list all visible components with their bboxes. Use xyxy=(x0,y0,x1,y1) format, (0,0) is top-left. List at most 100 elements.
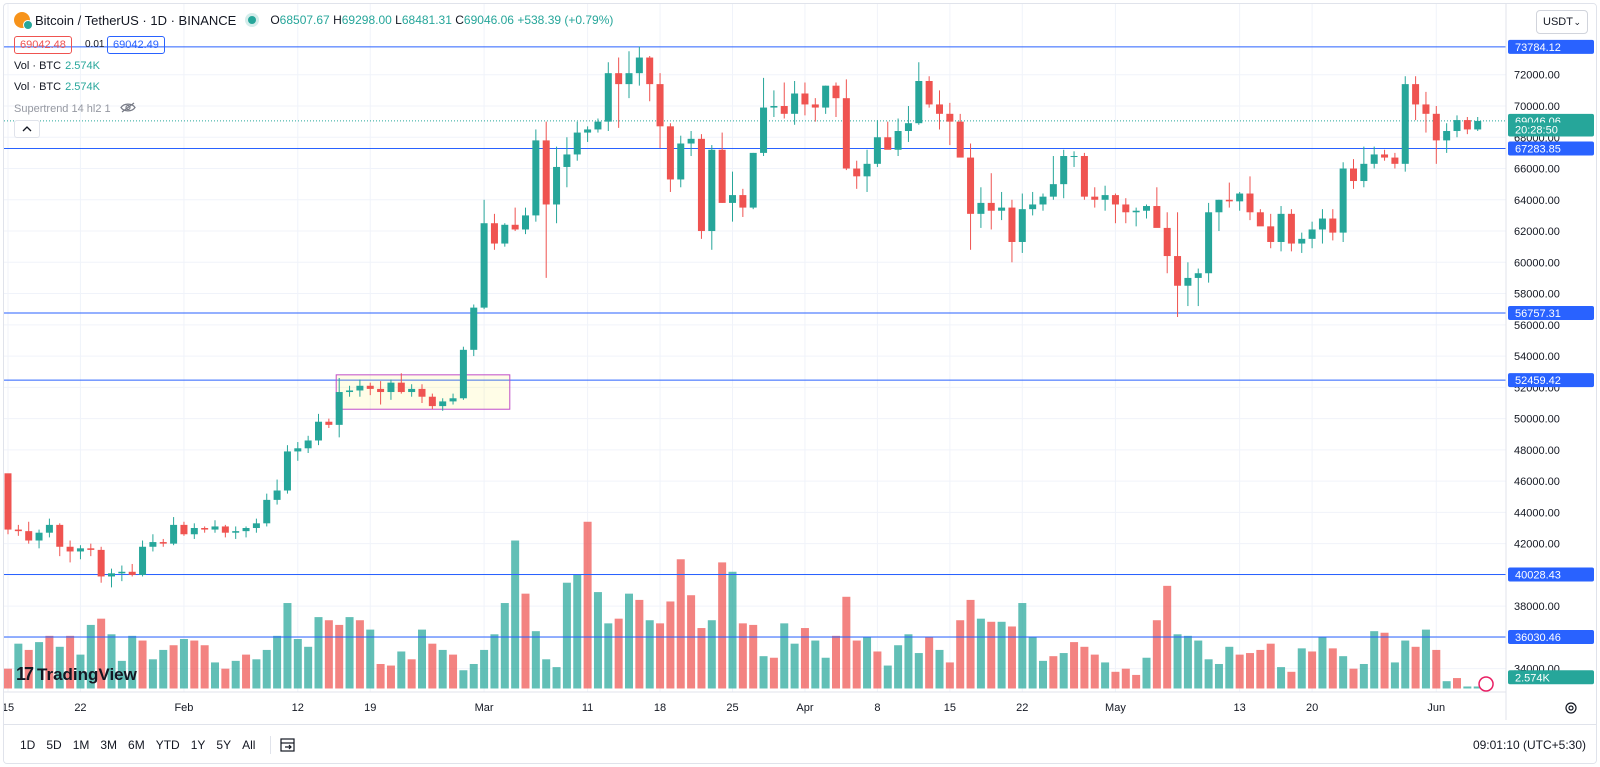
candle[interactable] xyxy=(1060,156,1068,185)
candle[interactable] xyxy=(739,195,747,208)
sell-button[interactable]: 69042.48 xyxy=(14,36,72,54)
candle[interactable] xyxy=(842,98,850,169)
timezone-clock[interactable]: 09:01:10 (UTC+5:30) xyxy=(1472,738,1586,752)
candle[interactable] xyxy=(56,524,64,547)
candle[interactable] xyxy=(1350,168,1357,182)
candle[interactable] xyxy=(1163,227,1171,257)
tradingview-logo[interactable]: 17 TradingView xyxy=(16,664,137,685)
candle[interactable] xyxy=(1391,157,1399,164)
candle[interactable] xyxy=(1039,196,1047,205)
candle[interactable] xyxy=(801,93,809,105)
candle[interactable] xyxy=(139,546,147,575)
candle[interactable] xyxy=(697,138,705,232)
candle[interactable] xyxy=(729,195,736,203)
candle[interactable] xyxy=(283,451,291,491)
candle[interactable] xyxy=(232,531,240,533)
candle[interactable] xyxy=(1298,238,1306,244)
range-1y-button[interactable]: 1Y xyxy=(190,738,206,752)
indicator-supertrend[interactable]: Supertrend 14 hl2 1 xyxy=(14,102,136,115)
candle[interactable] xyxy=(1277,213,1285,242)
candle[interactable] xyxy=(987,202,995,211)
candle[interactable] xyxy=(1412,84,1420,105)
candle[interactable] xyxy=(780,106,788,114)
candle[interactable] xyxy=(4,473,12,530)
candle[interactable] xyxy=(967,157,975,214)
candle[interactable] xyxy=(894,131,902,150)
candle[interactable] xyxy=(211,526,219,530)
candle[interactable] xyxy=(87,548,95,550)
candle[interactable] xyxy=(356,385,364,391)
candle[interactable] xyxy=(14,529,22,532)
candle[interactable] xyxy=(687,138,695,144)
candle[interactable] xyxy=(873,137,881,164)
candle[interactable] xyxy=(66,546,74,552)
candle[interactable] xyxy=(563,154,571,167)
candle[interactable] xyxy=(1236,193,1244,202)
candle[interactable] xyxy=(108,573,115,577)
candle[interactable] xyxy=(180,524,188,535)
candle[interactable] xyxy=(1463,120,1471,130)
candle[interactable] xyxy=(1143,206,1150,211)
currency-select[interactable]: USDT ⌄ xyxy=(1536,10,1588,34)
candle[interactable] xyxy=(1225,199,1233,202)
candle[interactable] xyxy=(677,143,685,180)
candle[interactable] xyxy=(532,140,540,216)
candle[interactable] xyxy=(490,223,498,244)
candle[interactable] xyxy=(408,388,416,393)
candle[interactable] xyxy=(1080,156,1088,197)
candle[interactable] xyxy=(956,121,964,158)
range-ytd-button[interactable]: YTD xyxy=(155,738,180,752)
candle[interactable] xyxy=(770,106,778,108)
candle[interactable] xyxy=(377,388,385,393)
candle[interactable] xyxy=(1070,156,1078,158)
candle[interactable] xyxy=(635,57,643,74)
candle[interactable] xyxy=(242,528,250,532)
candle[interactable] xyxy=(1205,212,1213,274)
candle[interactable] xyxy=(439,401,447,407)
candle[interactable] xyxy=(1049,184,1057,197)
market-status-icon[interactable] xyxy=(248,16,257,24)
candle[interactable] xyxy=(1432,113,1440,141)
candle[interactable] xyxy=(1370,154,1378,164)
candle[interactable] xyxy=(221,526,229,533)
candle[interactable] xyxy=(273,490,281,500)
candle[interactable] xyxy=(853,168,861,177)
candle[interactable] xyxy=(832,85,840,99)
candle[interactable] xyxy=(1184,277,1192,286)
indicator-volume-2[interactable]: Vol · BTC 2.574K xyxy=(14,81,100,93)
candle[interactable] xyxy=(1111,195,1119,205)
candle[interactable] xyxy=(584,129,592,133)
candle[interactable] xyxy=(884,137,892,150)
candle[interactable] xyxy=(936,104,943,114)
candle[interactable] xyxy=(97,549,105,577)
candle[interactable] xyxy=(573,132,581,155)
candle[interactable] xyxy=(708,149,716,232)
candle[interactable] xyxy=(594,121,602,130)
chart-settings-icon[interactable] xyxy=(1564,701,1578,715)
candle[interactable] xyxy=(159,542,167,544)
candle[interactable] xyxy=(760,107,768,153)
candle[interactable] xyxy=(304,440,312,449)
range-1d-button[interactable]: 1D xyxy=(20,738,36,752)
candle[interactable] xyxy=(1422,104,1430,114)
candle[interactable] xyxy=(977,202,985,214)
candle[interactable] xyxy=(128,571,136,575)
candle[interactable] xyxy=(470,307,478,350)
candle[interactable] xyxy=(1194,273,1202,278)
candle[interactable] xyxy=(542,140,550,205)
candle[interactable] xyxy=(1091,196,1099,200)
candle[interactable] xyxy=(656,84,664,127)
candle[interactable] xyxy=(118,571,126,574)
range-5d-button[interactable]: 5D xyxy=(46,738,62,752)
candle[interactable] xyxy=(625,73,633,85)
candle[interactable] xyxy=(1381,154,1389,158)
candle[interactable] xyxy=(1122,204,1130,213)
candle[interactable] xyxy=(418,388,426,397)
candle[interactable] xyxy=(1267,226,1275,242)
candle[interactable] xyxy=(1360,163,1368,182)
price-chart[interactable]: 34000.0036000.0038000.0040000.0042000.00… xyxy=(4,4,1597,720)
candle[interactable] xyxy=(553,166,561,205)
candle[interactable] xyxy=(1453,120,1461,132)
candle[interactable] xyxy=(35,532,43,541)
lightning-icon[interactable] xyxy=(1478,676,1494,692)
